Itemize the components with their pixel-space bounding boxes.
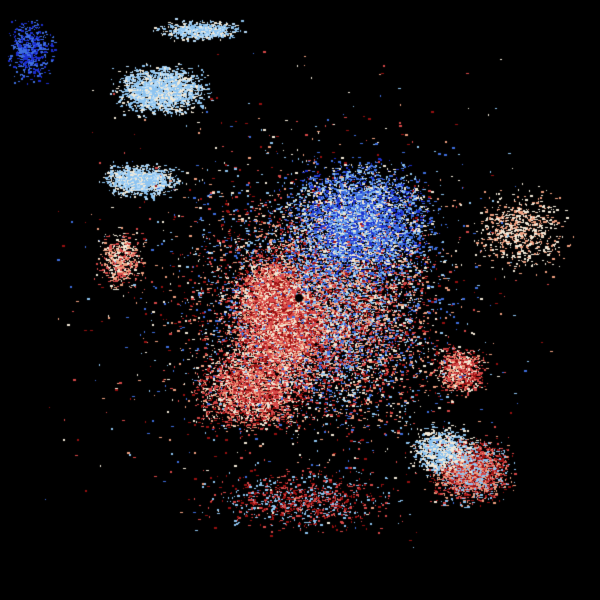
radar-echo-canvas xyxy=(0,0,600,600)
radar-velocity-image xyxy=(0,0,600,600)
